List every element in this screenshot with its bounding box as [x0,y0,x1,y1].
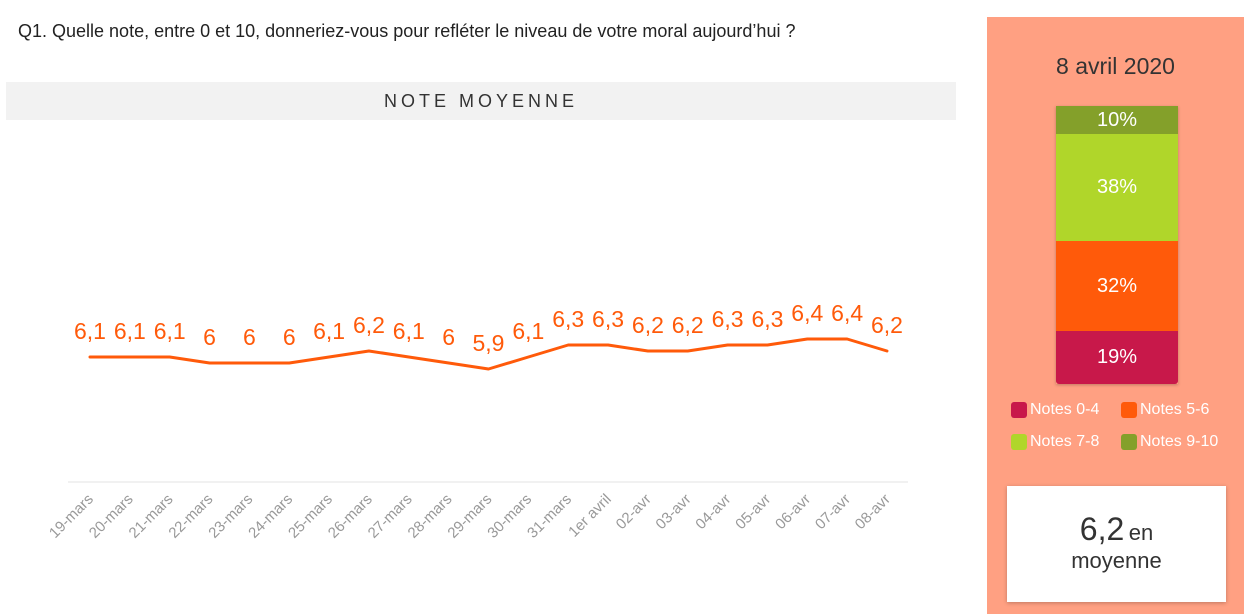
data-label: 6,1 [114,318,146,344]
data-label: 6 [283,324,296,350]
x-tick-label: 06-avr [772,491,814,533]
summary-panel: 8 avril 2020 19% 32% 38% 10% Notes 0-4 Notes… [987,17,1244,614]
data-label: 6,4 [791,300,823,326]
segment-label: 32% [1096,274,1138,297]
series-line [88,337,889,371]
line-chart: 6,119-mars6,120-mars6,121-mars622-mars62… [46,300,908,542]
x-tick-label: 03-avr [652,491,694,533]
x-tick-label: 08-avr [852,491,894,533]
stacked-bar: 19% 32% 38% 10% [1056,106,1178,384]
legend-item: Notes 5-6 [1121,401,1241,419]
legend-label: Notes 5-6 [1140,401,1210,418]
data-label: 5,9 [473,330,505,356]
legend-item: Notes 0-4 [1011,401,1121,419]
stack-segment: 19% [1056,331,1178,384]
stack-segment: 32% [1056,241,1178,331]
data-label: 6,1 [313,318,345,344]
x-tick-label: 02-avr [613,491,655,533]
legend-label: Notes 9-10 [1140,433,1219,450]
segment-label: 38% [1096,176,1138,198]
x-tick-label: 04-avr [692,491,734,533]
data-label: 6,3 [712,306,744,332]
data-label: 6,3 [751,306,783,332]
stack-segment: 38% [1056,134,1178,241]
data-label: 6,1 [512,318,544,344]
x-tick-label: 07-avr [812,491,854,533]
panel-date: 8 avril 2020 [1056,53,1175,79]
question-text: Q1. Quelle note, entre 0 et 10, donnerie… [18,21,796,41]
data-label: 6,2 [672,312,704,338]
data-label: 6 [243,324,256,350]
x-tick-label: 1er avril [565,491,615,541]
legend: Notes 0-4 Notes 5-6 Notes 7-8 Notes 9-10 [1011,401,1241,451]
legend-label: Notes 7-8 [1030,433,1100,450]
data-label: 6,4 [831,300,863,326]
data-label: 6,3 [592,306,624,332]
stack-segment: 10% [1056,106,1178,134]
x-tick-label: 05-avr [732,491,774,533]
segment-label: 10% [1096,108,1138,131]
x-tick-label: 31-mars [524,491,575,542]
legend-swatch [1121,434,1137,450]
legend-item: Notes 7-8 [1011,433,1121,451]
data-label: 6,2 [353,312,385,338]
data-label: 6 [203,324,216,350]
data-label: 6,1 [74,318,106,344]
average-value: 6,2 [1079,511,1125,548]
data-label: 6,2 [871,312,903,338]
chart-title: NOTE MOYENNE [6,82,956,120]
average-label: moyenne [1071,548,1162,574]
average-unit: en [1128,520,1154,546]
legend-label: Notes 0-4 [1030,401,1100,418]
data-label: 6,3 [552,306,584,332]
data-label: 6,2 [632,312,664,338]
legend-swatch [1011,402,1027,418]
data-label: 6,1 [154,318,186,344]
average-box: 6,2 en moyenne [1007,486,1226,602]
legend-swatch [1011,434,1027,450]
legend-swatch [1121,402,1137,418]
data-label: 6,1 [393,318,425,344]
segment-label: 19% [1096,346,1138,368]
legend-item: Notes 9-10 [1121,433,1241,451]
data-label: 6 [442,324,455,350]
